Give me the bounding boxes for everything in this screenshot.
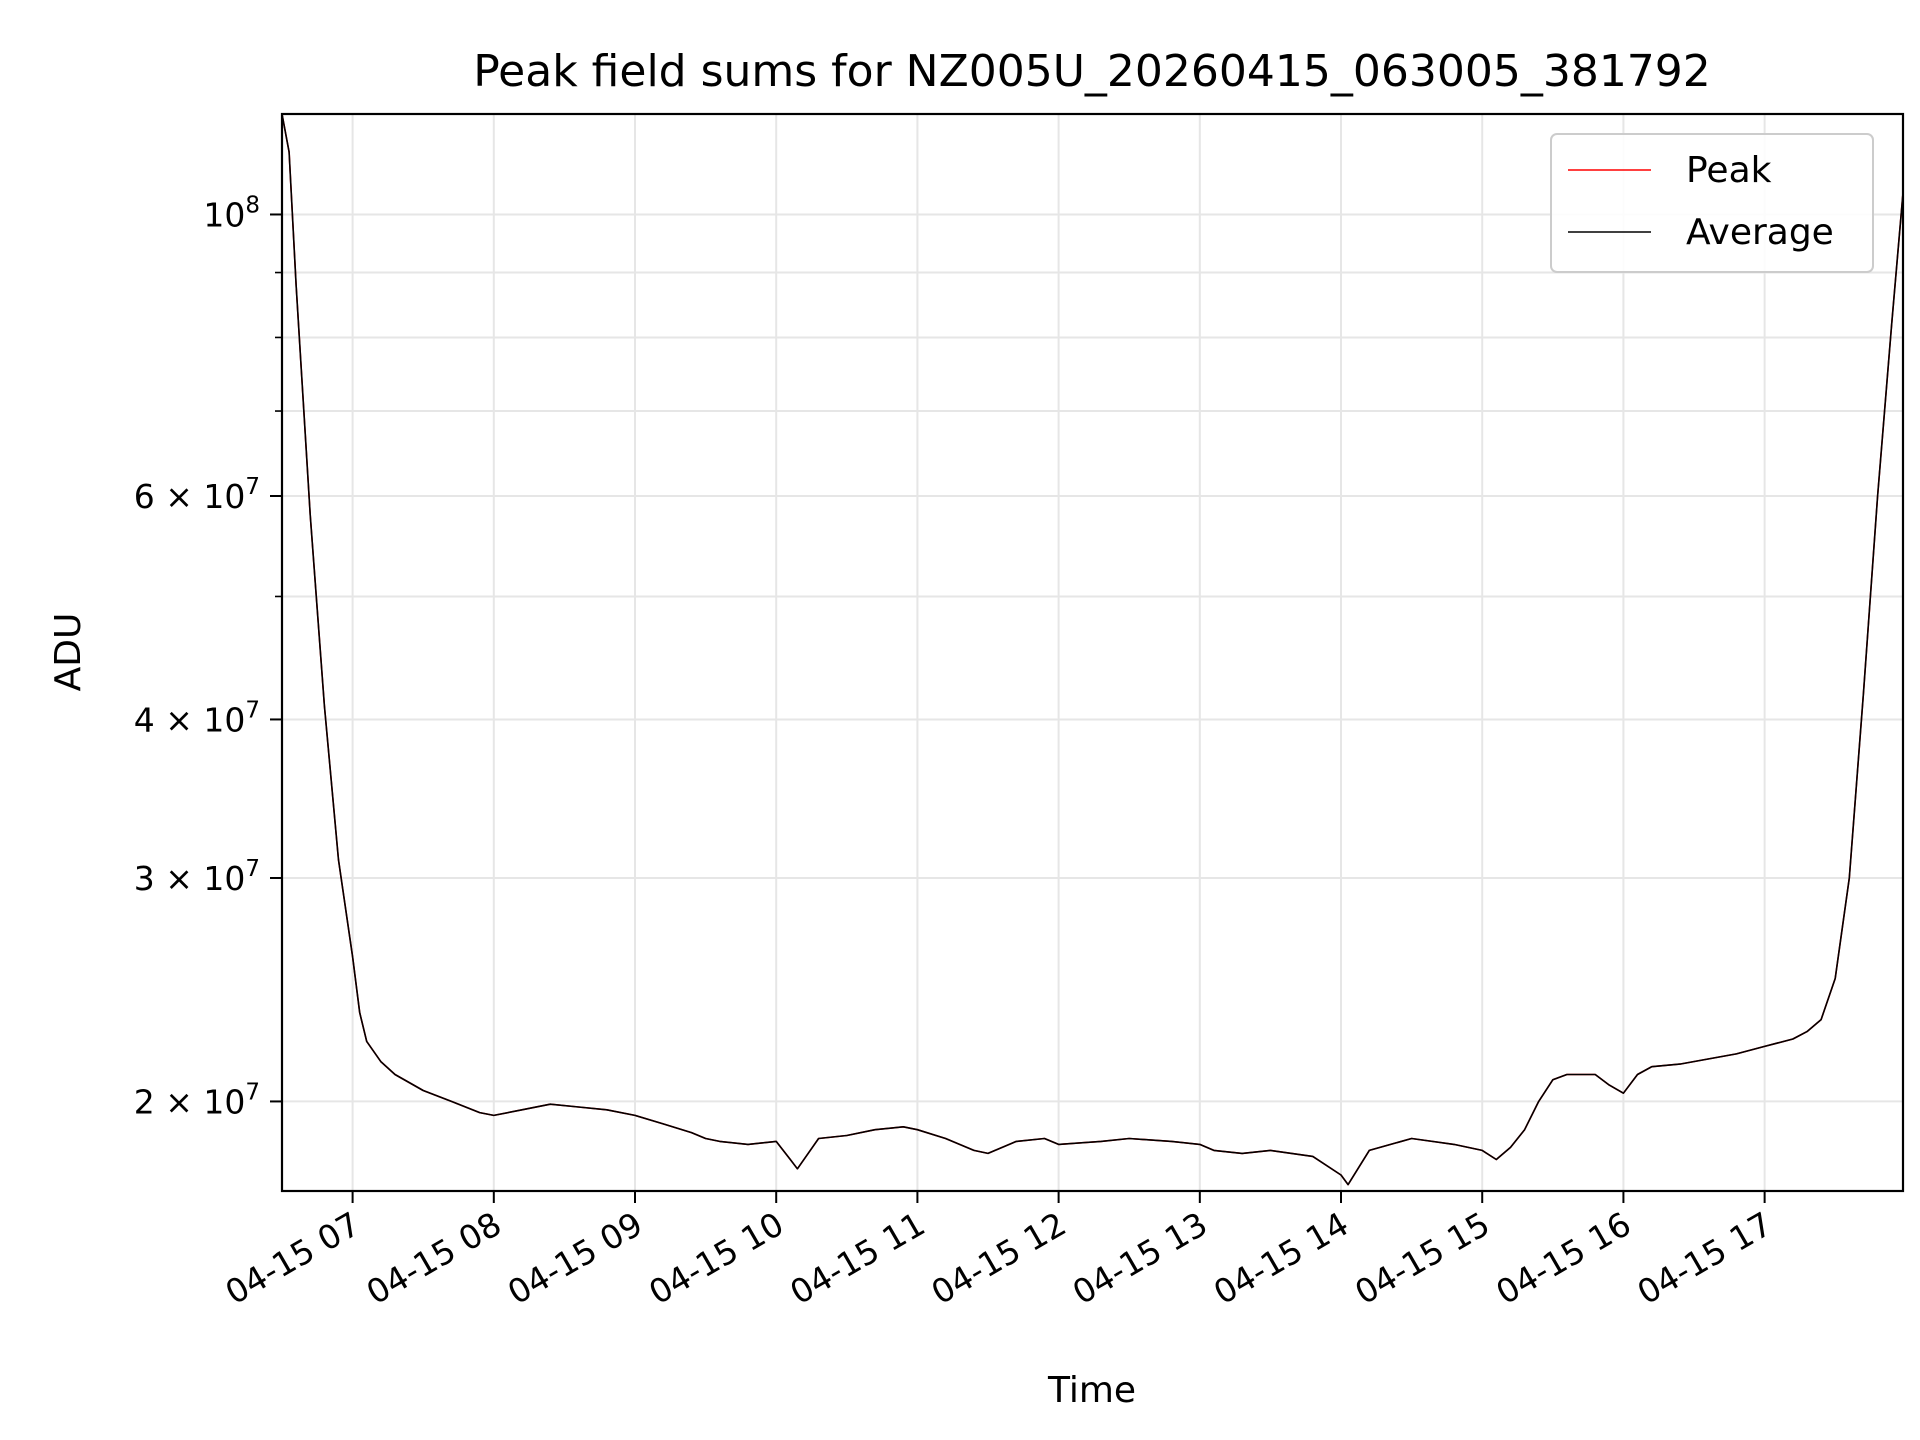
legend-peak-label: Peak (1686, 150, 1772, 191)
chart-title: Peak field sums for NZ005U_20260415_0630… (473, 46, 1711, 97)
legend-box (1550, 133, 1874, 273)
y-tick-label: 108 (203, 192, 260, 234)
y-tick-label: 4 × 107 (134, 697, 260, 739)
legend: Peak Average (1550, 133, 1874, 273)
series-layer (281, 113, 1904, 1186)
y-tick-label: 2 × 107 (134, 1079, 260, 1121)
plot-frame (280, 112, 1905, 1193)
x-axis-label: Time (1047, 1370, 1136, 1411)
series-line-average (281, 113, 1904, 1186)
y-axis-label: ADU (48, 613, 89, 692)
y-tick-label: 6 × 107 (134, 474, 260, 516)
y-tick-label: 3 × 107 (134, 856, 260, 898)
legend-average-label: Average (1686, 212, 1834, 253)
